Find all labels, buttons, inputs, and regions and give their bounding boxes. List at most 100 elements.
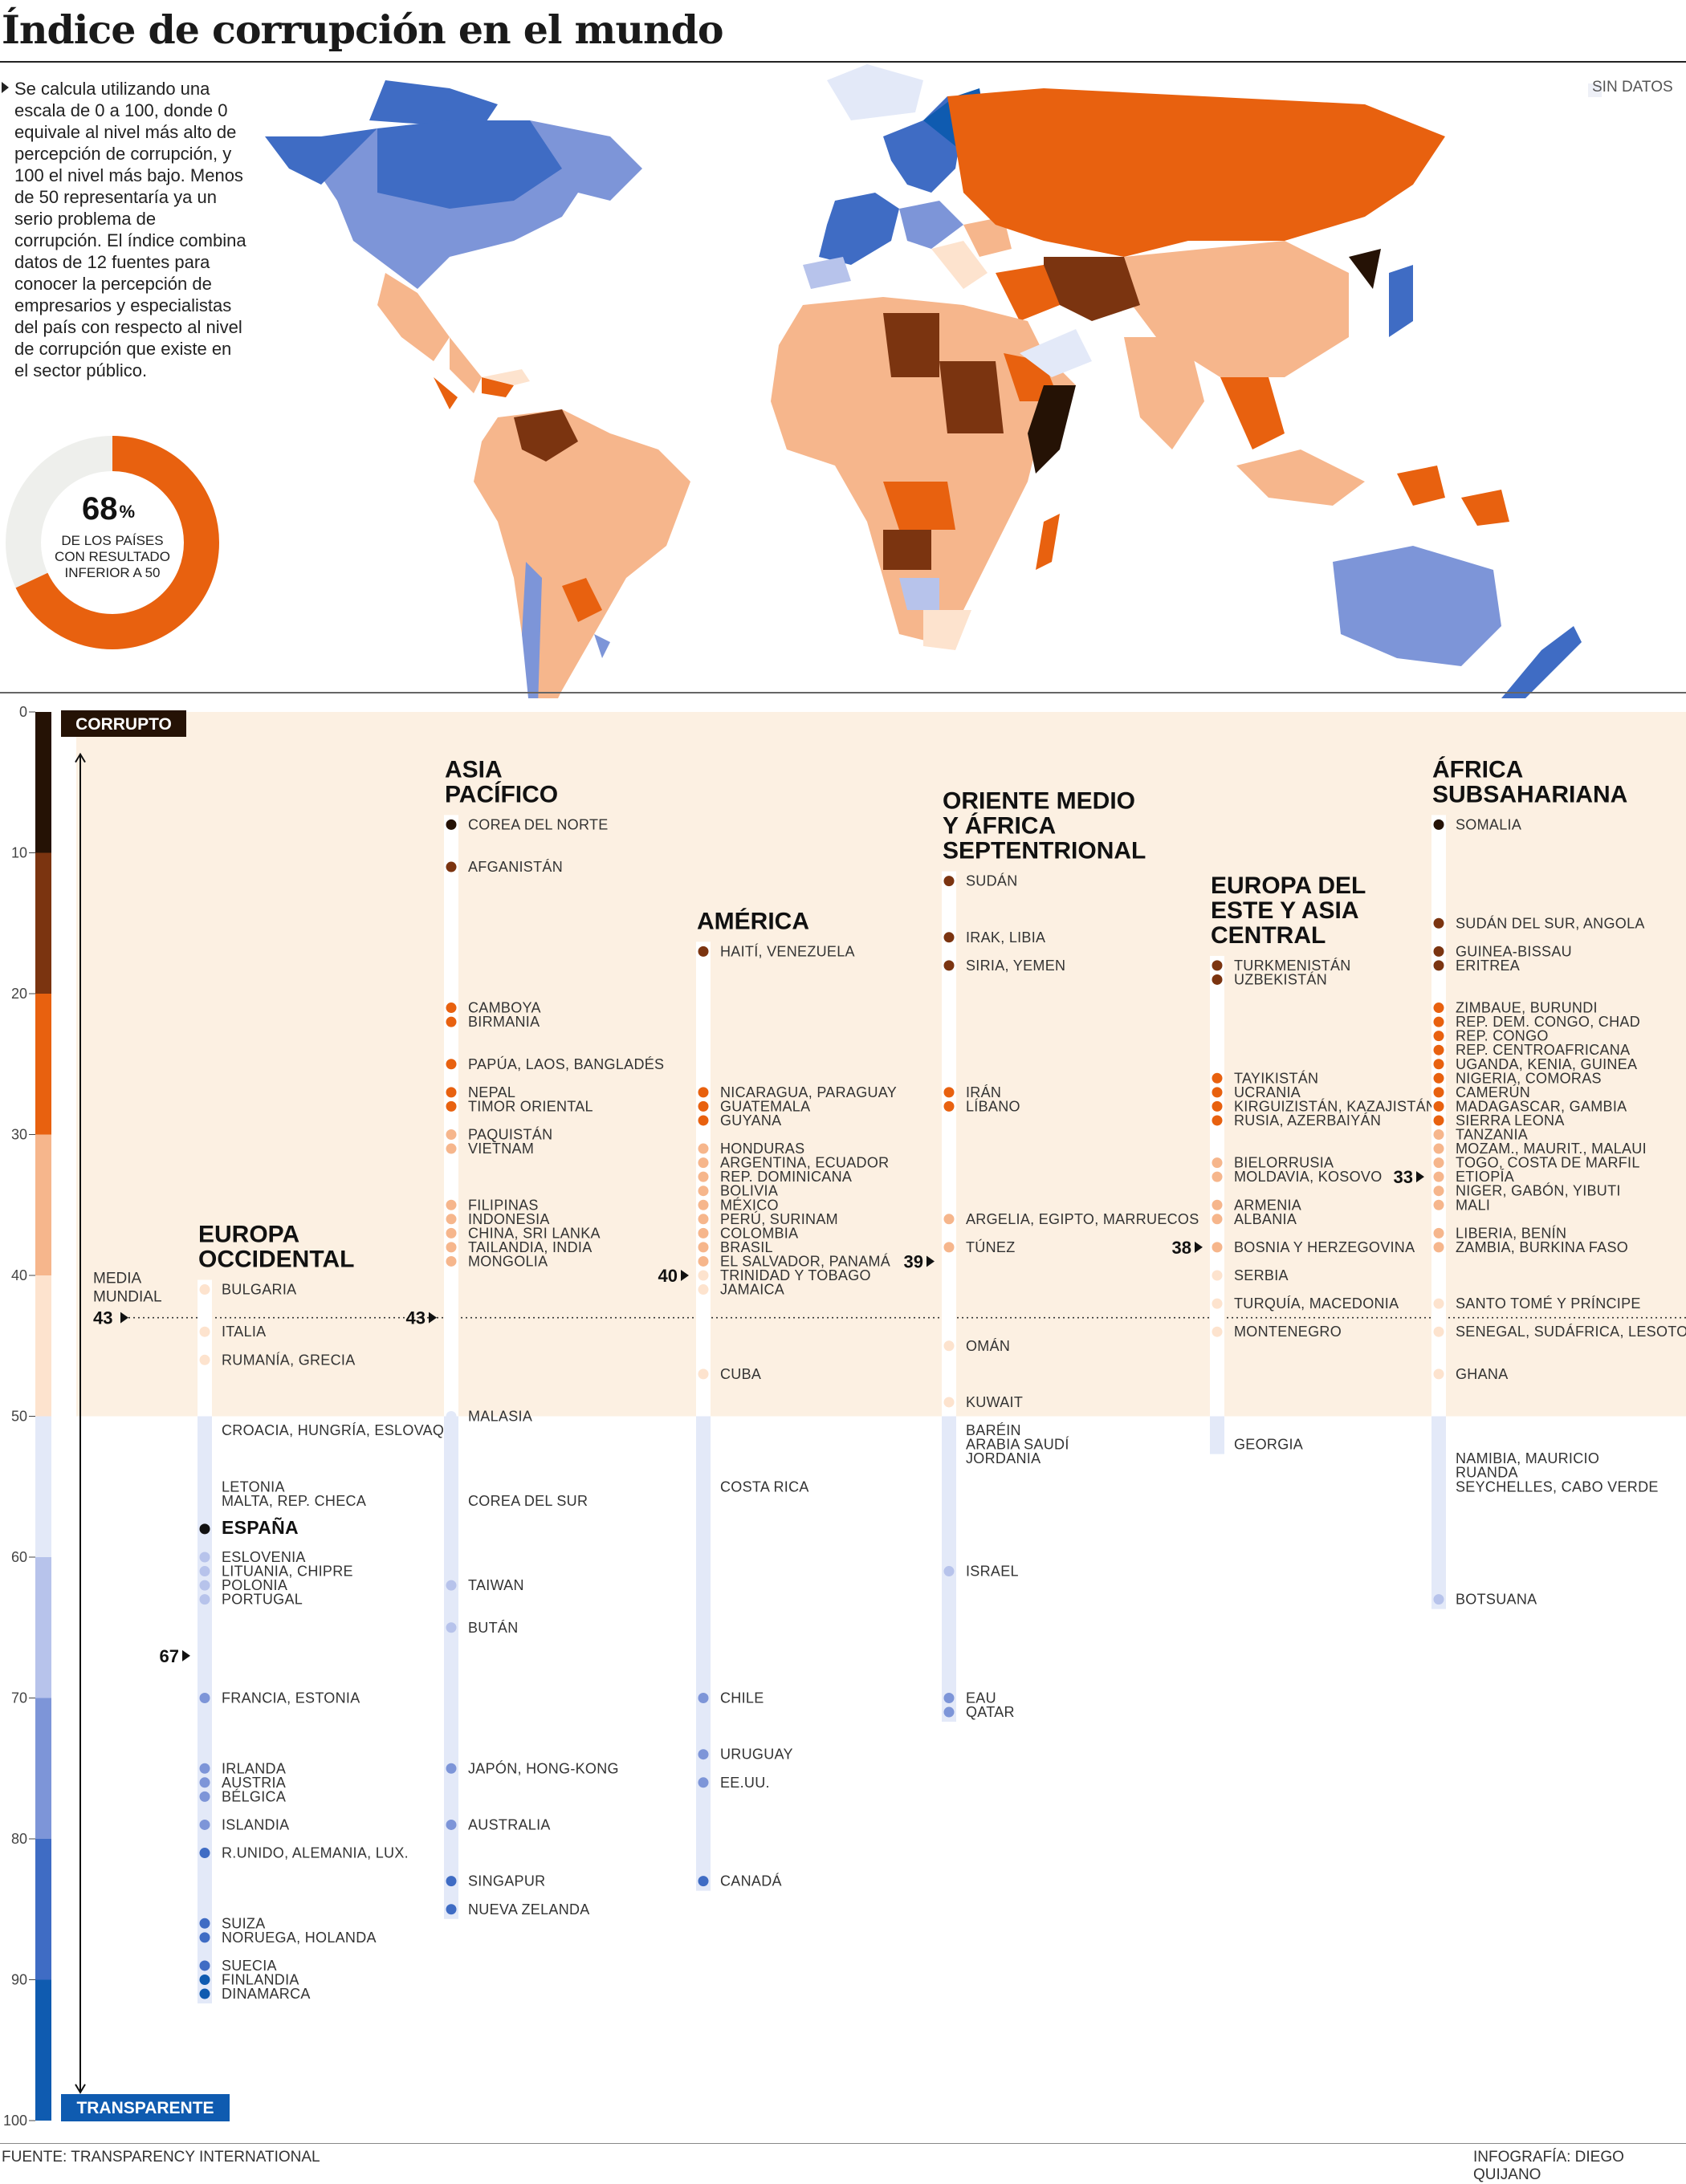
country-label: RUMANÍA, GRECIA	[222, 1352, 356, 1368]
scale-segment	[35, 1557, 51, 1698]
country-label: MONGOLIA	[468, 1253, 548, 1269]
country-dot	[943, 1242, 955, 1253]
scale-segment	[35, 1839, 51, 1980]
country-label: BÉLGICA	[222, 1788, 286, 1804]
country-label: EAU	[966, 1690, 996, 1706]
country-label: SUDÁN DEL SUR, ANGOLA	[1456, 915, 1645, 931]
average-pointer-icon	[681, 1270, 689, 1281]
country-label: TIMOR ORIENTAL	[468, 1098, 593, 1114]
country-dot	[446, 1622, 457, 1633]
country-dot	[943, 876, 955, 887]
country-dot	[698, 1481, 709, 1492]
country-label: CAMBOYA	[468, 1000, 541, 1016]
country-dot	[199, 1848, 210, 1859]
country-label: ZAMBIA, BURKINA FASO	[1456, 1239, 1628, 1255]
country-label: NUEVA ZELANDA	[468, 1901, 590, 1918]
country-label: ARGELIA, EGIPTO, MARRUECOS	[966, 1211, 1199, 1227]
world-average-label: MEDIA	[93, 1271, 142, 1287]
region-title: CENTRAL	[1211, 922, 1326, 949]
country-dot	[943, 932, 955, 943]
country-dot	[698, 946, 709, 957]
country-dot	[943, 1706, 955, 1718]
country-label: ZIMBAUE, BURUNDI	[1456, 1000, 1598, 1016]
scale-segment	[35, 1698, 51, 1839]
country-label: URUGUAY	[720, 1747, 793, 1763]
country-label: AUSTRIA	[222, 1775, 286, 1791]
country-dot	[1212, 1439, 1223, 1450]
country-label: LETONIA	[222, 1478, 285, 1495]
country-dot	[943, 960, 955, 971]
country-dot	[446, 1087, 457, 1098]
south-america-map	[474, 409, 690, 698]
country-label: INDONESIA	[468, 1211, 550, 1227]
country-dot	[446, 1199, 457, 1210]
country-dot	[1433, 1087, 1444, 1098]
country-dot	[1433, 1467, 1444, 1478]
scale-segment	[35, 1275, 51, 1417]
country-label: EL SALVADOR, PANAMÁ	[720, 1253, 890, 1269]
region-average: 33	[1394, 1167, 1413, 1187]
region-title: SUBSAHARIANA	[1432, 781, 1627, 807]
country-dot	[698, 1284, 709, 1295]
axis-arrow	[75, 752, 86, 2094]
intro-bullet-icon	[2, 82, 9, 93]
country-dot	[943, 1439, 955, 1450]
country-label: TRINIDAD Y TOBAGO	[720, 1267, 871, 1283]
country-dot	[199, 1777, 210, 1788]
country-label: PAQUISTÁN	[468, 1127, 552, 1143]
country-dot	[943, 1100, 955, 1112]
country-label: SIERRA LEONA	[1456, 1112, 1565, 1129]
country-label: NICARAGUA, PARAGUAY	[720, 1084, 897, 1100]
country-label: ITALIA	[222, 1324, 266, 1340]
tick-label: 0	[19, 704, 27, 720]
africa-map	[771, 297, 1092, 650]
country-dot	[1433, 1003, 1444, 1014]
country-dot	[199, 1495, 210, 1507]
donut-line3: INFERIOR A 50	[64, 565, 160, 580]
country-dot	[199, 1566, 210, 1577]
country-dot	[446, 1580, 457, 1591]
country-dot	[199, 1425, 210, 1436]
country-dot	[1433, 1115, 1444, 1126]
country-dot	[1433, 1059, 1444, 1070]
country-dot	[1433, 1242, 1444, 1253]
country-dot	[199, 1791, 210, 1802]
country-dot	[1433, 946, 1444, 957]
region-average: 67	[160, 1646, 179, 1666]
russia-asia-map	[947, 88, 1445, 506]
country-dot	[943, 1340, 955, 1352]
country-dot	[943, 1566, 955, 1577]
country-dot	[199, 1988, 210, 1999]
country-label: COSTA RICA	[720, 1478, 809, 1495]
country-dot	[698, 1242, 709, 1253]
region-track-corrupt	[444, 815, 458, 1417]
country-dot	[446, 1129, 457, 1140]
country-label: ALBANIA	[1234, 1211, 1297, 1227]
country-label: ETIOPÍA	[1456, 1169, 1514, 1185]
country-dot	[1433, 917, 1444, 929]
country-dot	[199, 1918, 210, 1929]
country-label: BOSNIA Y HERZEGOVINA	[1234, 1239, 1415, 1255]
region-title: Y ÁFRICA	[943, 812, 1056, 840]
donut-line1: DE LOS PAÍSES	[61, 533, 163, 548]
country-dot	[1433, 1594, 1444, 1605]
average-pointer-icon	[926, 1255, 935, 1267]
country-label: NEPAL	[468, 1084, 515, 1100]
country-dot	[943, 1425, 955, 1436]
country-label: SUDÁN	[966, 873, 1018, 889]
country-label: GUYANA	[720, 1112, 781, 1129]
country-dot	[1433, 1171, 1444, 1182]
chart-background	[76, 712, 1686, 1417]
country-label: TAILANDIA, INDIA	[468, 1239, 593, 1255]
scale-segment	[35, 994, 51, 1135]
country-label: ISLANDIA	[222, 1816, 289, 1832]
country-label: GEORGIA	[1234, 1437, 1303, 1453]
country-label: MOLDAVIA, KOSOVO	[1234, 1169, 1383, 1185]
country-dot	[1433, 819, 1444, 830]
country-label: CROACIA, HUNGRÍA, ESLOVAQ.	[222, 1422, 449, 1438]
country-label: TANZANIA	[1456, 1127, 1528, 1143]
country-label: MADAGASCAR, GAMBIA	[1456, 1098, 1627, 1114]
country-label: JORDANIA	[966, 1450, 1041, 1466]
country-dot	[199, 1481, 210, 1492]
